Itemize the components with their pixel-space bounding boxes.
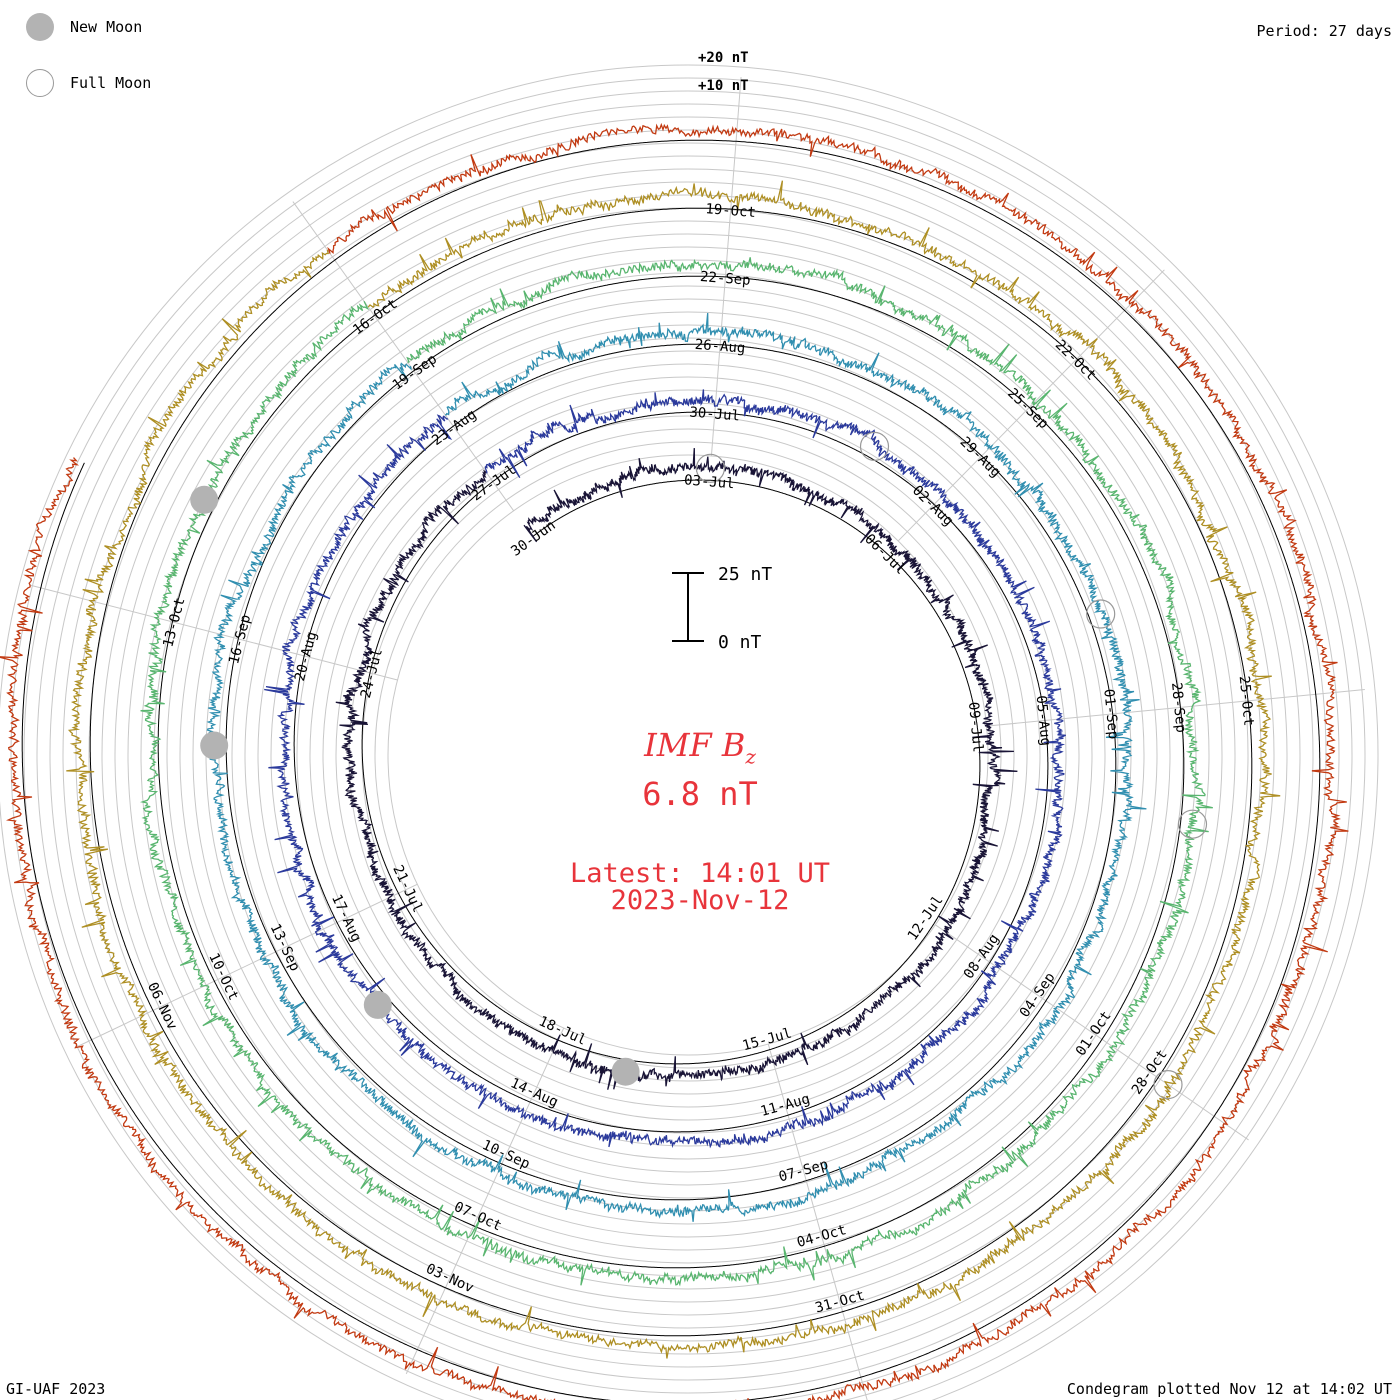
grid-radial — [710, 77, 742, 456]
ring-baseline — [89, 207, 1253, 1337]
grid-circle — [23, 90, 1353, 1400]
grid-circle — [0, 64, 1379, 1400]
date-label: 30-Jun — [508, 517, 558, 559]
credit-label: GI-UAF 2023 — [6, 1380, 106, 1398]
grid-circle — [257, 324, 1119, 1186]
full-moon-marker — [859, 431, 890, 461]
grid-circle — [153, 220, 1223, 1290]
grid-circle — [166, 233, 1210, 1277]
date-label: 10-Sep — [480, 1137, 533, 1173]
grid-circle — [88, 155, 1288, 1355]
date-label: 14-Aug — [508, 1075, 561, 1111]
date-label: 03-Nov — [423, 1261, 476, 1297]
date-label: 06-Nov — [144, 980, 180, 1033]
date-label: 13-Sep — [267, 921, 303, 974]
date-label: 19-Oct — [705, 201, 757, 221]
grid-radial — [986, 689, 1365, 727]
outer-scale-label-20: +20 nT — [698, 50, 749, 66]
ring-baseline — [157, 275, 1185, 1269]
date-label: 22-Sep — [699, 269, 751, 289]
grid-layer — [0, 64, 1379, 1400]
scale-bar: 25 nT 0 nT — [672, 564, 772, 653]
bz-trace — [204, 312, 1147, 1222]
date-label: 05-Aug — [1033, 695, 1054, 747]
grid-circle — [75, 142, 1301, 1368]
grid-radial — [405, 1027, 565, 1375]
full-moon-marker — [1086, 599, 1116, 629]
grid-circle — [192, 259, 1184, 1251]
grid-circle — [296, 363, 1080, 1147]
moon-layer — [190, 431, 1208, 1100]
full-moon-icon — [26, 69, 54, 97]
grid-circle — [179, 246, 1197, 1264]
outer-scale-labels: +20 nT +10 nT — [698, 50, 749, 94]
ring-baseline — [361, 479, 981, 1065]
ring-baseline — [21, 139, 1321, 1400]
grid-radial — [74, 883, 418, 1049]
ring-baseline — [293, 411, 1049, 1133]
bz-trace — [139, 257, 1213, 1287]
trace-layer — [0, 122, 1349, 1400]
date-label: 25-Oct — [1236, 675, 1257, 727]
quantity-subscript: z — [745, 744, 756, 769]
scale-bar-top-label: 25 nT — [718, 564, 772, 585]
bz-trace — [0, 122, 1349, 1400]
full-moon-marker — [695, 453, 726, 483]
new-moon-marker — [363, 990, 392, 1019]
grid-circle — [387, 454, 989, 1056]
bz-trace — [335, 448, 1018, 1090]
quantity-name: IMF B — [644, 726, 746, 764]
current-value: 6.8 nT — [642, 775, 758, 813]
date-label: 23-Aug — [429, 407, 479, 449]
full-moon-marker — [1153, 1069, 1183, 1100]
latest-time: Latest: 14:01 UT — [569, 858, 831, 889]
plotted-note: Condegram plotted Nov 12 at 14:02 UT — [1066, 1380, 1392, 1398]
latest-date: 2023-Nov-12 — [610, 885, 790, 916]
date-label: 09-Jul — [965, 701, 986, 753]
grid-circle — [62, 129, 1314, 1381]
grid-circle — [374, 441, 1002, 1069]
grid-radial — [29, 584, 398, 681]
ring-baseline — [225, 343, 1117, 1201]
date-label: 07-Oct — [451, 1199, 504, 1235]
grid-circle — [36, 103, 1340, 1400]
date-label: 26-Aug — [694, 337, 746, 357]
grid-circle — [114, 181, 1262, 1329]
date-label: 28-Sep — [1168, 682, 1189, 734]
new-moon-icon — [26, 13, 54, 41]
grid-radial — [767, 1043, 868, 1400]
grid-circle — [127, 194, 1249, 1316]
legend-full-moon: Full Moon — [26, 68, 151, 98]
grid-circle — [49, 116, 1327, 1394]
grid-radial — [935, 924, 1249, 1141]
date-label: 03-Jul — [683, 472, 735, 492]
outer-scale-label-10: +10 nT — [698, 78, 749, 94]
quantity-title: IMF Bz — [0, 726, 1400, 768]
date-label: 01-Sep — [1100, 688, 1121, 740]
new-moon-marker — [611, 1057, 640, 1086]
legend-full-moon-label: Full Moon — [70, 74, 152, 92]
period-label: Period: 27 days — [1256, 22, 1392, 40]
legend-new-moon: New Moon — [26, 12, 142, 42]
bz-trace — [264, 389, 1066, 1149]
grid-circle — [309, 376, 1067, 1134]
full-moon-marker — [1177, 809, 1208, 839]
grid-circle — [101, 168, 1275, 1342]
scale-bar-bottom-label: 0 nT — [718, 632, 762, 653]
new-moon-marker — [200, 731, 229, 760]
bz-trace — [66, 180, 1281, 1359]
legend-new-moon-label: New Moon — [70, 18, 143, 36]
new-moon-marker — [190, 485, 219, 514]
date-label: 30-Jul — [689, 405, 741, 425]
grid-circle — [10, 77, 1366, 1400]
